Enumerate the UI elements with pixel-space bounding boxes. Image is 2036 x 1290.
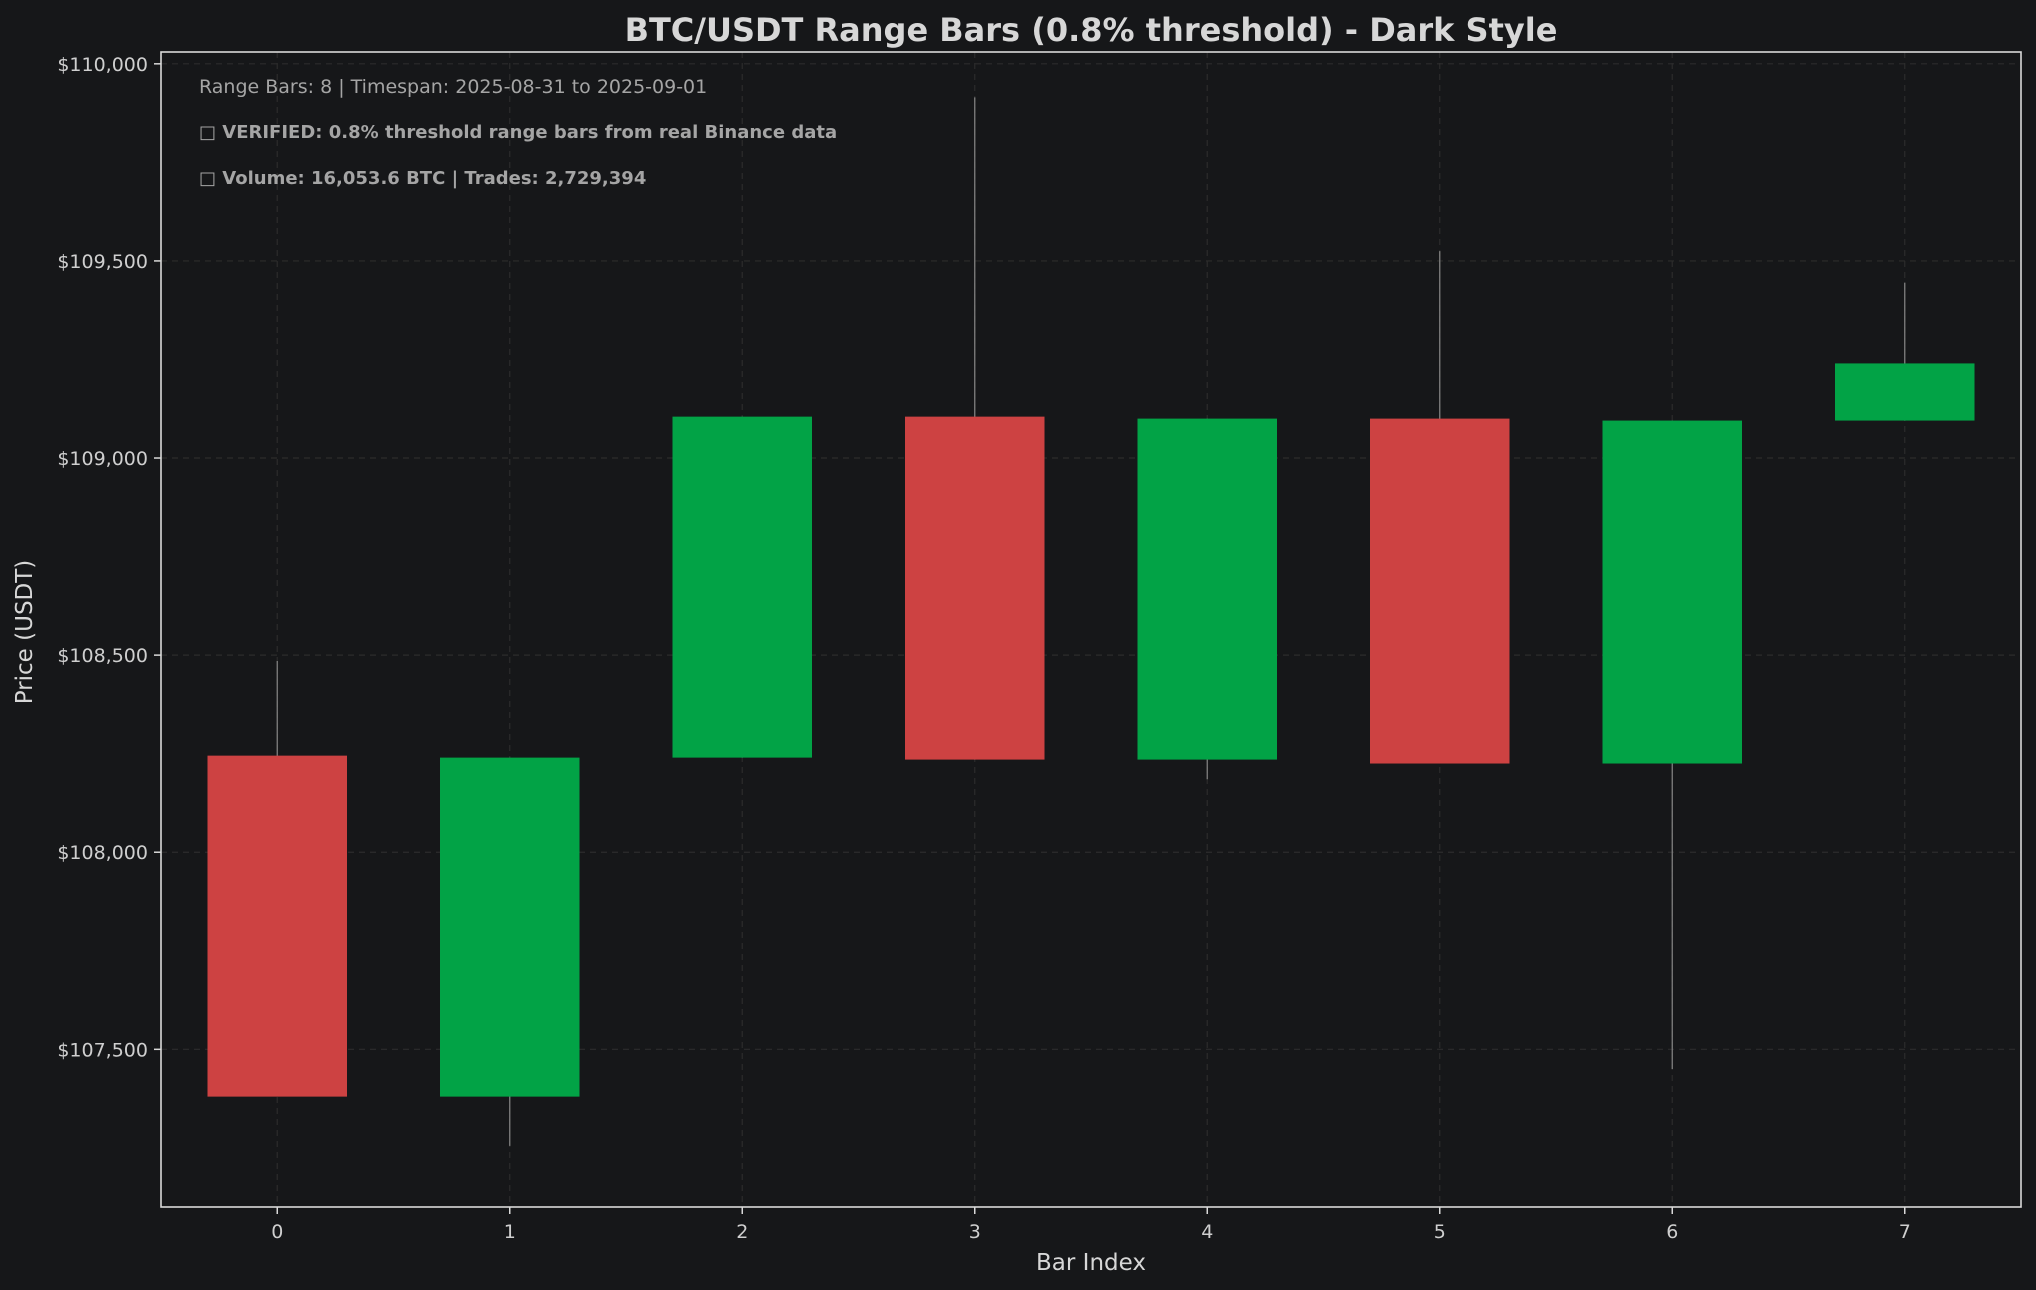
x-tick-label: 4 <box>1201 1221 1213 1243</box>
chart-title: BTC/USDT Range Bars (0.8% threshold) - D… <box>625 11 1558 49</box>
x-tick-label: 1 <box>504 1221 516 1243</box>
verified-annotation: □ VERIFIED: 0.8% threshold range bars fr… <box>199 122 837 143</box>
x-tick-label: 6 <box>1666 1221 1678 1243</box>
x-axis-ticks: 0 1 2 3 4 5 6 7 <box>271 1207 1911 1243</box>
y-tick-label: $110,000 <box>57 54 148 76</box>
x-tick-label: 3 <box>969 1221 981 1243</box>
y-tick-label: $109,500 <box>57 251 148 273</box>
down-bar <box>905 416 1045 760</box>
down-bar <box>207 755 347 1097</box>
up-bar <box>1602 420 1742 764</box>
y-tick-label: $108,000 <box>57 842 148 864</box>
x-axis-label: Bar Index <box>1036 1250 1146 1276</box>
up-bar <box>672 416 812 758</box>
bar-bodies <box>207 363 1975 1097</box>
up-bar <box>1835 363 1975 421</box>
y-tick-label: $107,500 <box>57 1039 148 1061</box>
x-tick-label: 0 <box>271 1221 283 1243</box>
up-bar <box>440 757 580 1097</box>
x-tick-label: 7 <box>1899 1221 1911 1243</box>
plot-frame <box>160 51 2022 1208</box>
y-tick-label: $109,000 <box>57 448 148 470</box>
y-tick-label: $108,500 <box>57 645 148 667</box>
x-tick-label: 5 <box>1434 1221 1446 1243</box>
info-annotation: Range Bars: 8 | Timespan: 2025-08-31 to … <box>199 76 707 98</box>
down-bar <box>1370 418 1510 764</box>
x-tick-label: 2 <box>736 1221 748 1243</box>
volume-annotation: □ Volume: 16,053.6 BTC | Trades: 2,729,3… <box>199 168 646 189</box>
y-axis-label: Price (USDT) <box>12 560 38 705</box>
y-axis-ticks: $107,500 $108,000 $108,500 $109,000 $109,500… <box>57 54 161 1061</box>
up-bar <box>1137 418 1277 760</box>
